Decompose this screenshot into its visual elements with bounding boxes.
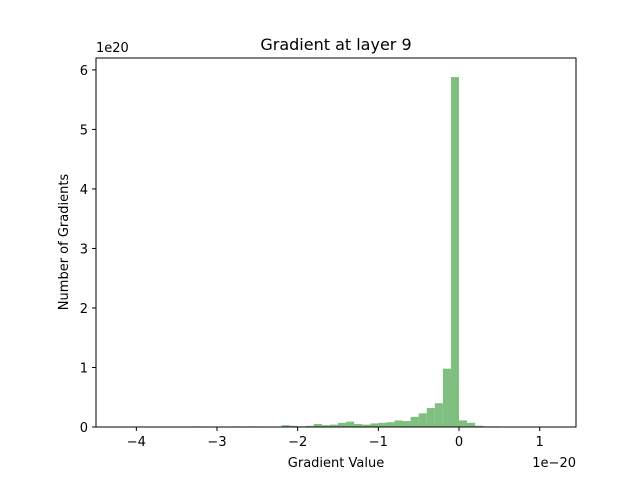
histogram-bar-12	[354, 424, 363, 427]
x-tick-label: −1	[369, 435, 388, 450]
y-tick-label: 6	[80, 64, 88, 79]
histogram-bar-4	[289, 425, 298, 427]
histogram-bars	[192, 77, 500, 428]
histogram-bar-26	[467, 422, 476, 427]
histogram-bar-17	[394, 420, 403, 427]
histogram-bar-19	[410, 416, 419, 427]
histogram-bar-3	[281, 425, 290, 427]
histogram-bar-8	[321, 425, 330, 427]
x-tick-label: −2	[288, 435, 307, 450]
y-multiplier-label: 1e20	[96, 41, 129, 56]
x-tick-label: 1	[536, 435, 544, 450]
plot-frame	[95, 57, 577, 428]
y-axis-label: Number of Gradients	[57, 174, 72, 311]
histogram-bar-16	[386, 422, 395, 427]
histogram-bar-10	[338, 422, 347, 427]
histogram-bar-9	[329, 424, 339, 427]
y-tick-label: 3	[80, 242, 88, 257]
histogram-bar-22	[434, 403, 443, 427]
x-axis-ticks: −4 −3 −2 −1 0 1	[127, 427, 544, 450]
y-axis-ticks: 0 1 2 3 4 5 6	[80, 64, 96, 436]
chart-title: Gradient at layer 9	[260, 35, 411, 54]
x-tick-label: 0	[455, 435, 463, 450]
y-tick-label: 4	[80, 183, 88, 198]
histogram-bar-6	[305, 425, 314, 427]
histogram-bar-11	[346, 421, 355, 427]
histogram-bar-20	[418, 413, 427, 427]
histogram-bar-25	[459, 420, 468, 427]
histogram-bar-15	[378, 422, 387, 427]
histogram-bar-14	[370, 423, 379, 427]
y-tick-label: 2	[80, 302, 88, 317]
histogram-bar-24	[450, 77, 460, 428]
histogram-bar-23	[442, 368, 451, 427]
x-multiplier-label: 1e−20	[532, 456, 576, 471]
histogram-bar-13	[362, 424, 371, 427]
histogram-bar-18	[402, 421, 411, 427]
y-tick-label: 1	[80, 361, 88, 376]
x-tick-label: −4	[127, 435, 146, 450]
y-tick-label: 5	[80, 123, 88, 138]
histogram-bar-7	[313, 424, 322, 427]
x-axis-label: Gradient Value	[288, 456, 384, 471]
histogram-bar-27	[475, 425, 484, 427]
x-tick-label: −3	[207, 435, 226, 450]
y-tick-label: 0	[80, 421, 88, 436]
histogram-bar-21	[426, 407, 435, 427]
